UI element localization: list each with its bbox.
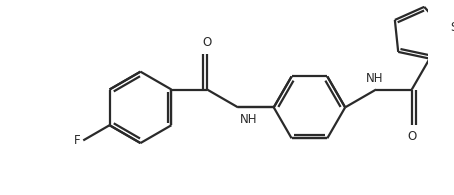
Text: S: S [450, 21, 454, 35]
Text: O: O [407, 130, 416, 143]
Text: NH: NH [240, 113, 257, 126]
Text: F: F [74, 134, 80, 147]
Text: O: O [202, 36, 212, 49]
Text: NH: NH [365, 72, 383, 85]
